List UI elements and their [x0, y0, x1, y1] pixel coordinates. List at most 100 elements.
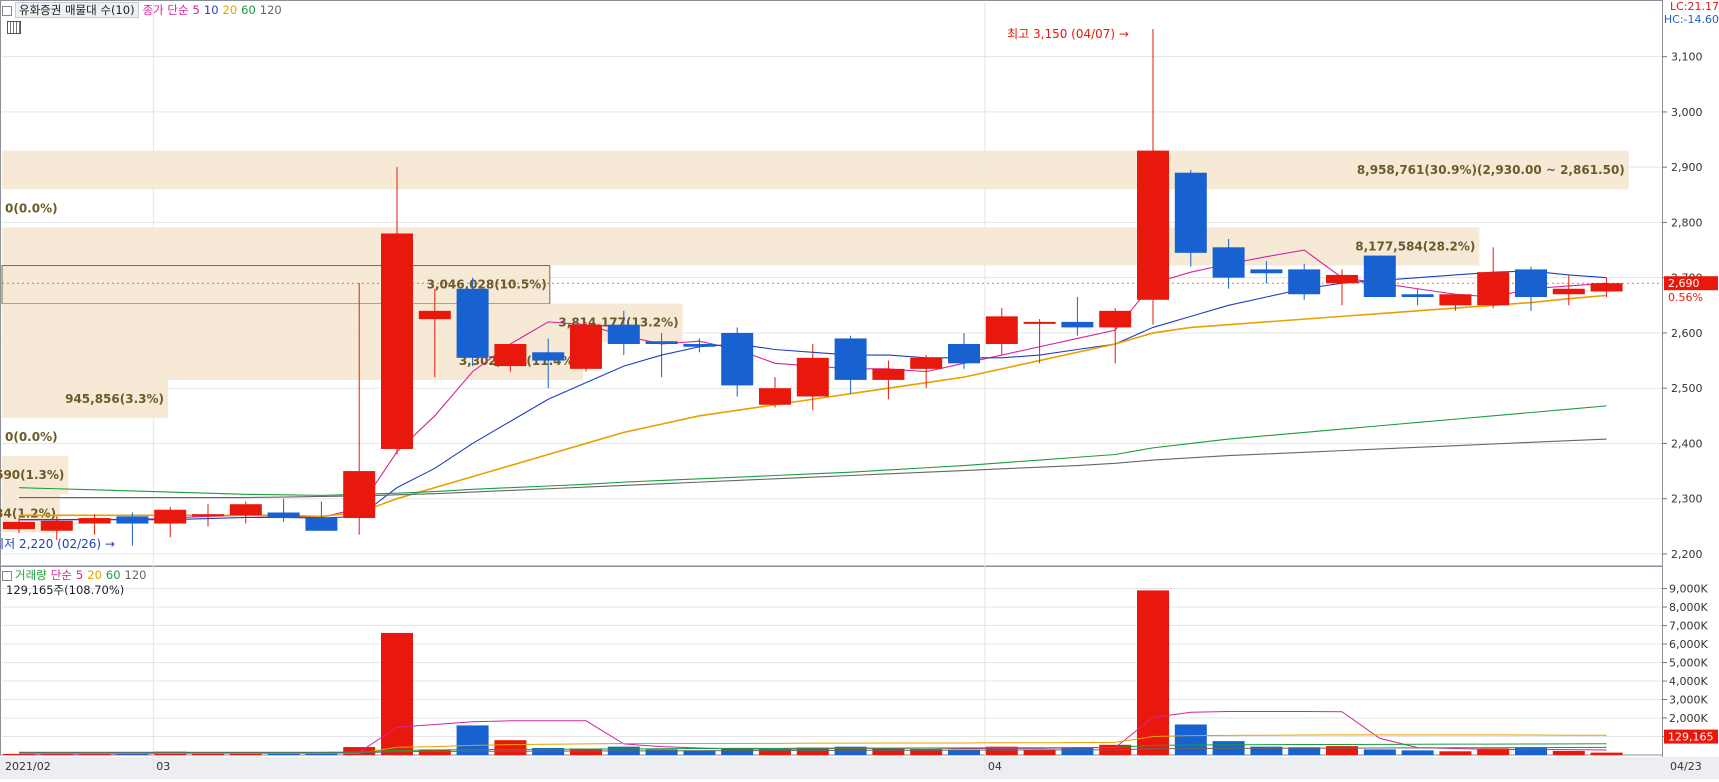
volume-profile-band: [2, 227, 1480, 266]
volume-bar: [872, 748, 905, 755]
volume-ma-legend: 5 20 60 120: [76, 568, 151, 582]
volume-bar: [1515, 747, 1547, 755]
volume-bar: [1137, 590, 1169, 755]
volume-ma-legend-item-60[interactable]: 60: [105, 568, 121, 582]
candle-body: [154, 509, 187, 524]
current-price-tag: [1664, 276, 1718, 291]
volume-panel-frame: [0, 565, 1663, 756]
volume-bar: [910, 749, 943, 755]
volume-ma-legend-item-5[interactable]: 5: [75, 568, 84, 582]
volume-tick-label: 4,000K: [1669, 675, 1708, 688]
current-price-value: 2,690: [1668, 277, 1700, 290]
date-label: 04/23: [1670, 760, 1702, 773]
volume-ma-line-60: [19, 743, 1607, 753]
volume-tick-label: 7,000K: [1669, 620, 1708, 633]
ma-legend-item-5[interactable]: 5: [192, 3, 200, 17]
candle-body: [1477, 272, 1510, 306]
candle-body: [834, 338, 867, 380]
volume-profile-label: 3,046,028(10.5%): [427, 278, 547, 292]
price-tick-label: 2,600: [1671, 327, 1703, 340]
date-label: 2021/02: [5, 760, 51, 773]
volume-profile-label: 945,856(3.3%): [65, 392, 164, 406]
candle-body: [796, 357, 829, 397]
volume-panel-header: 거래량 단순 5 20 60 120: [2, 567, 154, 583]
indicator-title[interactable]: 유화증권 매물대 수(10): [15, 2, 139, 18]
volume-bar: [1288, 747, 1321, 755]
volume-bar: [1401, 750, 1434, 755]
volume-bar: [40, 753, 73, 755]
price-panel-header: 유화증권 매물대 수(10) 종가 단순 5 10 20 60 120: [2, 2, 290, 18]
panel-menu-icon[interactable]: [2, 570, 12, 581]
current-volume-value: 129,165: [1668, 731, 1714, 744]
volume-ma-label: 단순: [50, 568, 72, 582]
volume-bar: [683, 750, 716, 755]
lc-label: LC:21.17: [1669, 0, 1719, 13]
candle-body: [40, 520, 73, 531]
volume-bar: [1439, 751, 1472, 755]
candle-body: [645, 341, 678, 344]
candle-body: [3, 521, 35, 530]
volume-bar: [1552, 750, 1585, 755]
price-tick-label: 3,100: [1671, 51, 1703, 64]
volume-tick-label: 5,000K: [1669, 657, 1708, 670]
volume-bar: [381, 632, 413, 755]
volume-bar: [721, 747, 754, 755]
volume-tick-label: 6,000K: [1669, 638, 1708, 651]
candle-body: [1401, 294, 1434, 298]
volume-bar: [229, 752, 262, 755]
panel-menu-icon[interactable]: [2, 5, 12, 16]
candle-body: [872, 368, 905, 380]
candle-body: [910, 357, 943, 369]
volume-current-label: 129,165주(108.70%): [6, 583, 125, 597]
volume-bar: [570, 748, 602, 755]
volume-ma-legend-item-120[interactable]: 120: [124, 568, 147, 582]
date-label: 03: [156, 760, 170, 773]
volume-bar: [1061, 747, 1094, 755]
candle-body: [381, 233, 413, 449]
candle-body: [1515, 269, 1547, 298]
price-tick-label: 2,800: [1671, 216, 1703, 229]
candle-body: [418, 310, 451, 320]
ma-legend-item-20[interactable]: 20: [222, 3, 238, 17]
volume-bar: [985, 746, 1018, 755]
current-change-value: 0.56%: [1668, 291, 1703, 304]
volume-tick-label: 3,000K: [1669, 694, 1708, 707]
volume-profile-label: 8,177,584(28.2%): [1355, 239, 1475, 253]
ma-legend-item-60[interactable]: 60: [241, 3, 256, 17]
volume-bar: [192, 753, 224, 755]
price-axis-area: [1662, 0, 1719, 757]
volume-ma-line-120: [19, 746, 1607, 754]
volume-bar: [456, 725, 489, 755]
volume-profile-band: [2, 379, 168, 419]
ma-legend-item-10[interactable]: 10: [203, 3, 219, 17]
candle-body: [721, 332, 754, 386]
date-axis-bar: [0, 757, 1719, 779]
volume-ma-legend-item-20[interactable]: 20: [87, 568, 102, 582]
price-tick-label: 2,900: [1671, 161, 1703, 174]
volume-profile-band: [2, 303, 683, 342]
volume-bar: [3, 753, 35, 755]
volume-bar: [418, 749, 451, 755]
ma-legend: 5 10 20 60 120: [193, 3, 286, 17]
volume-profile-label: 8,958,761(30.9%)(2,930.00 ~ 2,861.50): [1357, 163, 1625, 177]
volume-bar: [1363, 749, 1396, 755]
candle-body: [192, 514, 224, 517]
volume-bar: [1023, 749, 1056, 755]
ma-legend-item-120[interactable]: 120: [259, 3, 282, 17]
volume-bar: [796, 747, 829, 755]
current-volume-tag: [1664, 729, 1718, 744]
grid-settings-icon[interactable]: [7, 21, 21, 34]
price-tick-label: 2,200: [1671, 548, 1703, 561]
candle-body: [1099, 310, 1132, 328]
candle-body: [1137, 150, 1169, 300]
candle-body: [1288, 269, 1321, 295]
candle-body: [1061, 321, 1094, 328]
volume-profile-band: [2, 150, 1629, 190]
candle-body: [267, 512, 300, 519]
volume-ma-line-20: [19, 734, 1607, 754]
volume-bar: [494, 740, 527, 755]
candle-body: [78, 518, 111, 524]
volume-title[interactable]: 거래량: [15, 568, 47, 582]
